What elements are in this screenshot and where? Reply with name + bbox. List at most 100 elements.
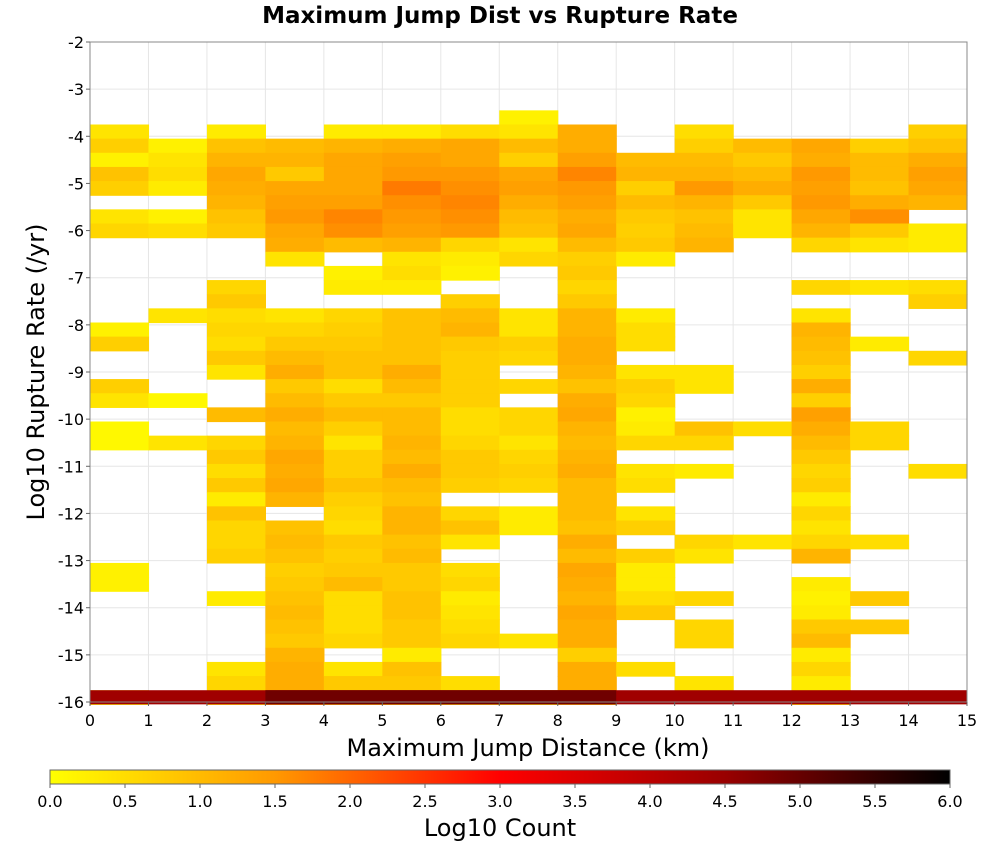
heatmap-cell xyxy=(206,166,266,182)
heatmap-cell xyxy=(265,336,325,352)
heatmap-cell xyxy=(323,124,383,140)
heatmap-cell xyxy=(557,379,617,394)
heatmap-cell xyxy=(674,633,734,649)
x-tick-label: 6 xyxy=(436,711,446,730)
heatmap-cell xyxy=(206,138,266,154)
heatmap-cell xyxy=(323,350,383,366)
heatmap-cell xyxy=(733,534,793,550)
x-tick-label: 12 xyxy=(781,711,801,730)
heatmap-cell xyxy=(499,520,559,536)
heatmap-cell xyxy=(499,407,559,423)
heatmap-cell xyxy=(674,619,734,635)
heatmap-cell xyxy=(557,223,617,239)
heatmap-cell xyxy=(499,435,559,451)
heatmap-cell xyxy=(557,577,617,592)
heatmap-cell xyxy=(440,534,500,550)
heatmap-cell xyxy=(850,152,910,168)
heatmap-cell xyxy=(557,336,617,352)
heatmap-cell xyxy=(382,350,442,366)
heatmap-cell xyxy=(265,308,325,324)
heatmap-cell xyxy=(616,251,676,267)
heatmap-cell xyxy=(148,166,208,182)
heatmap-cell xyxy=(850,237,910,253)
y-tick-label: -7 xyxy=(68,269,84,288)
x-tick-label: 5 xyxy=(377,711,387,730)
heatmap-cell xyxy=(265,534,325,550)
heatmap-cell xyxy=(674,364,734,380)
heatmap-cell xyxy=(323,435,383,451)
y-tick-label: -12 xyxy=(58,504,84,523)
heatmap-cell xyxy=(382,492,442,507)
heatmap-cell xyxy=(265,577,325,592)
heatmap-cell xyxy=(265,209,325,225)
colorbar-tick-label: 0.0 xyxy=(37,792,62,811)
heatmap-cell xyxy=(206,152,266,168)
heatmap-cell xyxy=(440,506,500,522)
heatmap-cell xyxy=(323,379,383,394)
heatmap-cell xyxy=(499,463,559,479)
heatmap-cell xyxy=(557,534,617,550)
heatmap-cell xyxy=(499,166,559,182)
heatmap-cell xyxy=(674,676,734,691)
heatmap-cell xyxy=(557,350,617,366)
colorbar-tick-label: 5.5 xyxy=(862,792,887,811)
heatmap-cell xyxy=(90,138,150,154)
heatmap-cell xyxy=(791,195,851,210)
heatmap-cell xyxy=(557,591,617,606)
heatmap-cell xyxy=(791,661,851,677)
heatmap-cell xyxy=(791,181,851,196)
heatmap-cell xyxy=(791,449,851,465)
heatmap-cell xyxy=(908,463,968,479)
heatmap-cell xyxy=(382,251,442,267)
heatmap-cell xyxy=(382,548,442,564)
colorbar-tick-label: 1.5 xyxy=(262,792,287,811)
heatmap-cell xyxy=(440,520,500,536)
heatmap-cell xyxy=(616,364,676,380)
heatmap-cell xyxy=(323,633,383,649)
heatmap-cell xyxy=(674,534,734,550)
heatmap-cell xyxy=(382,280,442,295)
heatmap-cell xyxy=(323,478,383,493)
heatmap-cell xyxy=(850,181,910,196)
heatmap-cell xyxy=(90,336,150,352)
heatmap-cell xyxy=(674,166,734,182)
heatmap-cell xyxy=(557,421,617,437)
heatmap-cell xyxy=(616,562,676,578)
y-tick-label: -4 xyxy=(68,127,84,146)
heatmap-cell xyxy=(382,591,442,606)
heatmap-cell xyxy=(499,181,559,196)
heatmap-cell xyxy=(791,393,851,408)
heatmap-cell xyxy=(440,336,500,352)
heatmap-cell xyxy=(557,138,617,154)
heatmap-cell xyxy=(791,506,851,522)
heatmap-cell xyxy=(440,676,500,691)
heatmap-cell xyxy=(206,294,266,309)
heatmap-cell xyxy=(323,166,383,182)
heatmap-cell xyxy=(323,237,383,253)
y-tick-label: -15 xyxy=(58,646,84,665)
colorbar-tick-label: 3.0 xyxy=(487,792,512,811)
heatmap-cell xyxy=(323,449,383,465)
heatmap-cell xyxy=(382,364,442,380)
heatmap-cell xyxy=(323,265,383,281)
heatmap-cell xyxy=(440,435,500,451)
heatmap-cell xyxy=(323,676,383,691)
heatmap-cell xyxy=(557,152,617,168)
heatmap-cell xyxy=(499,138,559,154)
heatmap-cell xyxy=(265,520,325,536)
heatmap-cell xyxy=(265,619,325,635)
colorbar xyxy=(49,769,951,785)
heatmap-cell xyxy=(791,605,851,621)
heatmap-cell xyxy=(265,393,325,408)
heatmap-cell xyxy=(206,492,266,507)
y-axis-ticks: -2 -3 -4 -5 -6 -7 -8 -9 -10 -11 -12 -13 -14 -15 -16 xyxy=(58,33,90,712)
heatmap-cell xyxy=(323,223,383,239)
heatmap-cell xyxy=(265,478,325,493)
y-tick-label: -14 xyxy=(58,599,84,618)
heatmap-cell xyxy=(440,152,500,168)
heatmap-cell xyxy=(206,280,266,295)
heatmap-cell xyxy=(90,562,150,578)
heatmap-cell xyxy=(90,577,150,592)
heatmap-cell xyxy=(908,195,968,210)
heatmap-cell xyxy=(206,478,266,493)
